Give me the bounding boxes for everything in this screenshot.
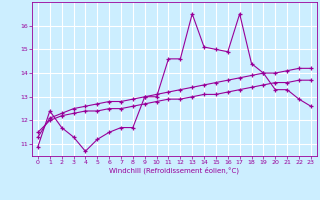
X-axis label: Windchill (Refroidissement éolien,°C): Windchill (Refroidissement éolien,°C)	[109, 167, 239, 174]
